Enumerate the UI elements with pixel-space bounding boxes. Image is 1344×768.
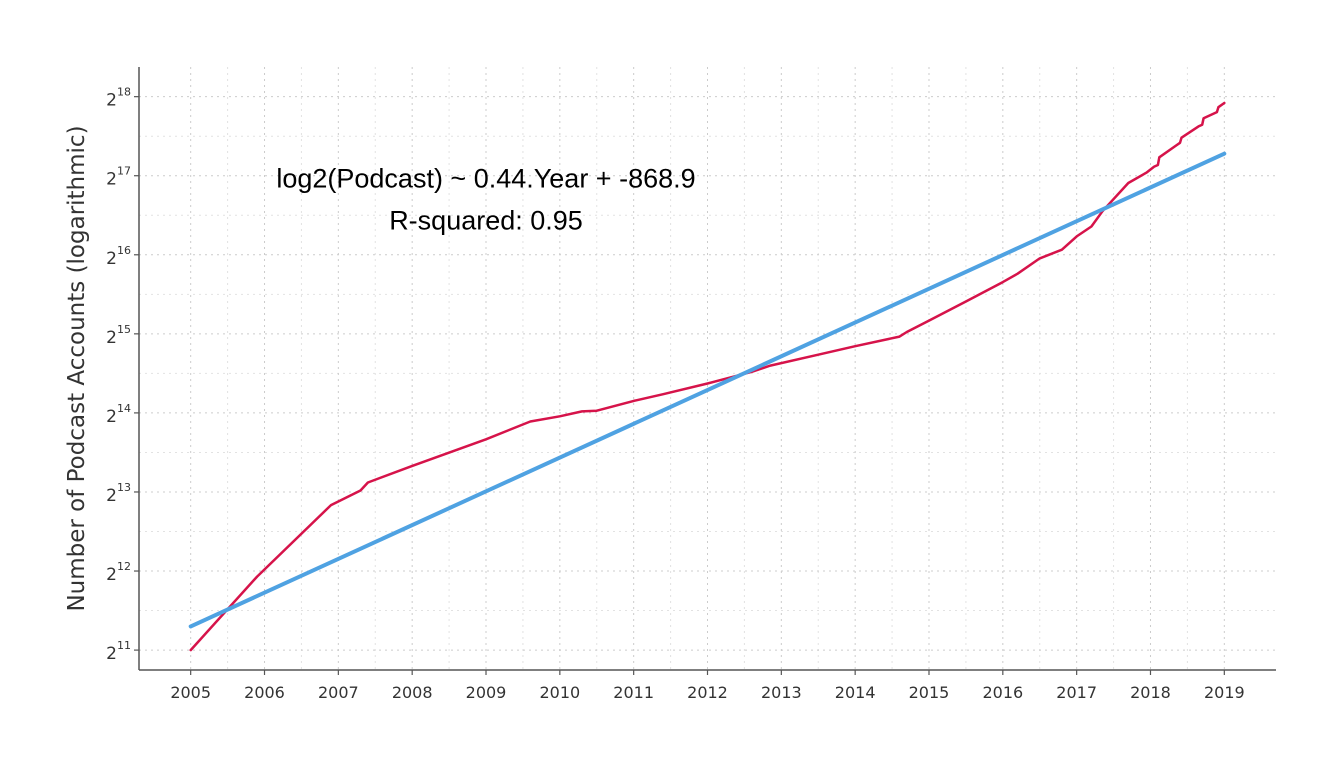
x-tick-label: 2017 — [1056, 683, 1097, 702]
observed-line — [189, 101, 1226, 652]
major-gridlines — [139, 67, 1276, 670]
y-tick-label: 216 — [106, 244, 131, 269]
y-tick-labels: 211 212 213 214 215 216 217 218 — [106, 86, 131, 664]
x-tick-label: 2005 — [170, 683, 211, 702]
y-tick-label: 213 — [106, 481, 131, 506]
y-tick-label: 217 — [106, 165, 131, 190]
x-tick-label: 2019 — [1204, 683, 1245, 702]
x-tick-label: 2012 — [687, 683, 728, 702]
y-tick-label: 214 — [106, 402, 131, 427]
x-tick-labels: 2005 2006 2007 2008 2009 2010 2011 2012 2013 2014… — [170, 683, 1244, 702]
x-tick-label: 2011 — [613, 683, 654, 702]
x-tick-label: 2009 — [466, 683, 507, 702]
axes — [134, 67, 1276, 675]
x-tick-label: 2007 — [318, 683, 359, 702]
x-tick-label: 2014 — [835, 683, 876, 702]
x-tick-label: 2008 — [392, 683, 433, 702]
x-tick-label: 2015 — [909, 683, 950, 702]
fit-line — [188, 151, 1227, 629]
x-tick-label: 2018 — [1130, 683, 1171, 702]
regression-equation: log2(Podcast) ~ 0.44.Year + -868.9 — [276, 164, 695, 194]
y-tick-label: 215 — [106, 323, 131, 348]
minor-gridlines — [139, 67, 1276, 670]
x-tick-label: 2010 — [539, 683, 580, 702]
y-tick-label: 212 — [106, 560, 131, 585]
x-tick-label: 2016 — [982, 683, 1023, 702]
y-tick-label: 211 — [106, 639, 131, 664]
y-axis-title: Number of Podcast Accounts (logarithmic) — [64, 125, 90, 611]
x-tick-label: 2006 — [244, 683, 285, 702]
y-tick-label: 218 — [106, 86, 131, 111]
r-squared-label: R-squared: 0.95 — [389, 206, 583, 236]
series-layer — [188, 101, 1227, 652]
x-tick-label: 2013 — [761, 683, 802, 702]
